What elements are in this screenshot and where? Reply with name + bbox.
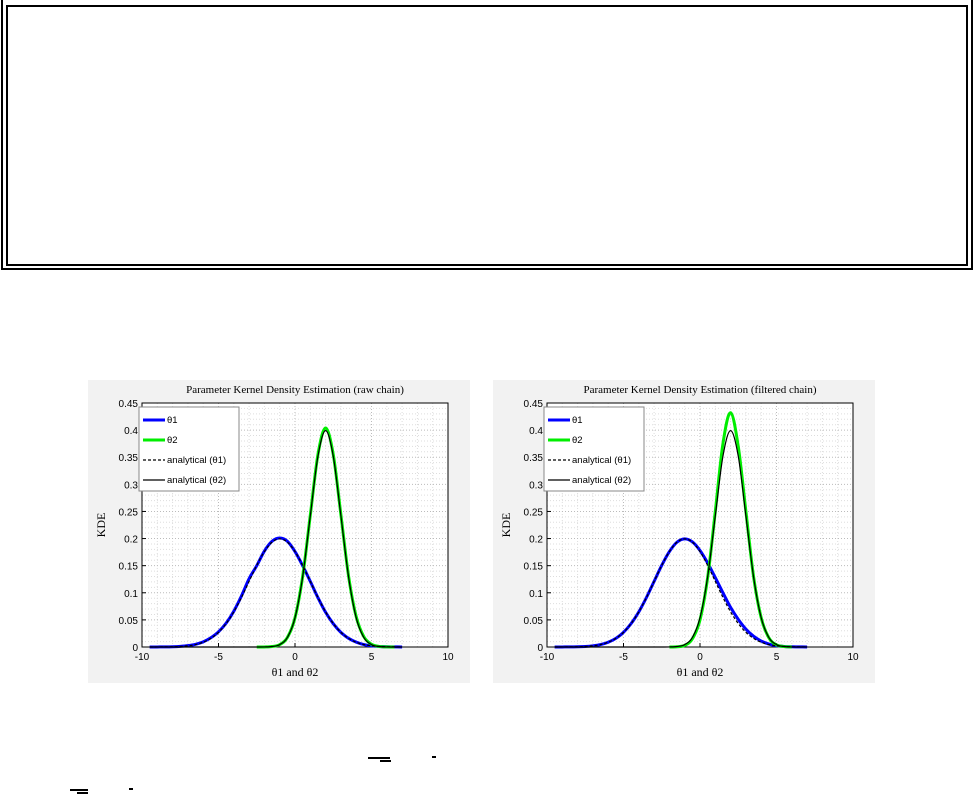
x-tick-label: -10 — [540, 652, 555, 663]
series-line-3 — [554, 538, 808, 648]
y-tick-label: 0.05 — [524, 616, 544, 627]
y-tick-label: 0.3 — [124, 480, 138, 491]
empty-frame-outer — [1, 0, 973, 270]
math-overline-fragment — [129, 788, 133, 790]
y-tick-label: 0.1 — [124, 589, 138, 600]
empty-frame-inner — [6, 5, 968, 266]
y-tick-label: 0.4 — [529, 426, 543, 437]
figure-raw-chain: -10 -5 0 5 10 0 0.05 0.1 0.15 0.2 0.25 0.3 0.35 0.4 0.… — [88, 380, 470, 683]
legend-label: analytical (θ2) — [572, 475, 631, 486]
y-tick-label: 0.35 — [119, 453, 139, 464]
series-line-4 — [554, 430, 808, 648]
y-tick-label: 0.4 — [124, 426, 138, 437]
y-axis-label: KDE — [94, 513, 108, 538]
y-tick-label: 0.25 — [119, 507, 139, 518]
math-overline-fragment — [70, 789, 88, 791]
legend-label: analytical (θ1) — [572, 455, 631, 466]
legend-label: analytical (θ1) — [167, 455, 226, 466]
x-tick-label: -5 — [214, 652, 223, 663]
y-tick-label: 0 — [132, 643, 138, 654]
y-tick-label: 0.35 — [524, 453, 544, 464]
x-tick-label: 10 — [442, 652, 454, 663]
y-tick-label: 0.45 — [524, 399, 544, 410]
math-overline-fragment — [380, 760, 391, 762]
kde-chart-raw: -10 -5 0 5 10 0 0.05 0.1 0.15 0.2 0.25 0.3 0.35 0.4 0.… — [94, 384, 454, 679]
y-tick-label: 0.25 — [524, 507, 544, 518]
series-line-3 — [149, 538, 403, 648]
y-tick-label: 0.1 — [529, 589, 543, 600]
x-tick-label: 5 — [774, 652, 780, 663]
series-line-4 — [149, 430, 403, 648]
y-tick-label: 0.3 — [529, 480, 543, 491]
x-tick-label: 5 — [369, 652, 375, 663]
x-tick-label: 10 — [847, 652, 859, 663]
math-overline-fragment — [77, 792, 88, 794]
legend-label: θ1 — [167, 415, 178, 426]
x-tick-label: -5 — [619, 652, 628, 663]
kde-chart-filtered: -10 -5 0 5 10 0 0.05 0.1 0.15 0.2 0.25 0.3 0.35 0.4 0.… — [499, 384, 859, 679]
legend-label: θ1 — [572, 415, 583, 426]
math-overline-fragment — [432, 756, 436, 758]
x-tick-label: -10 — [135, 652, 150, 663]
chart-title: Parameter Kernel Density Estimation (fil… — [583, 384, 816, 396]
chart-title: Parameter Kernel Density Estimation (raw… — [186, 384, 404, 396]
y-axis-label: KDE — [499, 513, 513, 538]
legend-label: analytical (θ2) — [167, 475, 226, 486]
x-tick-label: 0 — [292, 652, 298, 663]
legend-label: θ2 — [572, 435, 583, 446]
y-tick-label: 0 — [537, 643, 543, 654]
x-axis-label: θ1 and θ2 — [677, 665, 724, 679]
x-tick-label: 0 — [697, 652, 703, 663]
y-tick-label: 0.45 — [119, 399, 139, 410]
y-tick-label: 0.05 — [119, 616, 139, 627]
y-tick-label: 0.2 — [124, 535, 138, 546]
math-overline-fragment — [368, 757, 390, 759]
x-axis-label: θ1 and θ2 — [272, 665, 319, 679]
figure-filtered-chain: -10 -5 0 5 10 0 0.05 0.1 0.15 0.2 0.25 0.3 0.35 0.4 0.… — [493, 380, 875, 683]
legend-label: θ2 — [167, 435, 178, 446]
y-tick-label: 0.2 — [529, 535, 543, 546]
y-tick-label: 0.15 — [119, 562, 139, 573]
y-tick-label: 0.15 — [524, 562, 544, 573]
